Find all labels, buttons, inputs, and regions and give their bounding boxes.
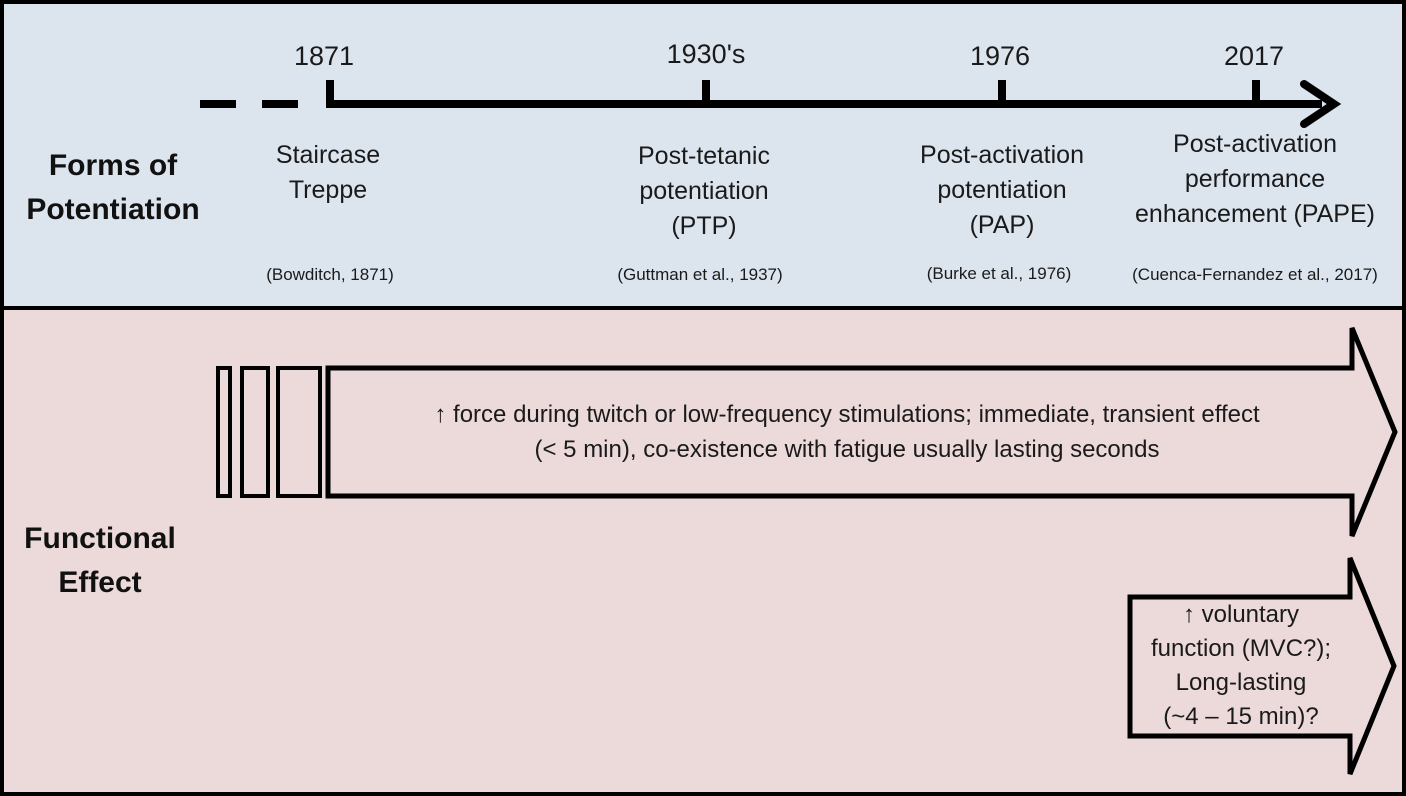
voluntary-effect-text: ↑ voluntary function (MVC?); Long-lastin… <box>1134 598 1348 734</box>
effect-line: Long-lasting <box>1175 669 1307 696</box>
citation: (Burke et al., 1976) <box>926 264 1072 283</box>
milestone-name-line: Treppe <box>288 176 368 204</box>
milestone-name: Staircase Treppe <box>228 138 428 208</box>
milestone-name-line: (PAP) <box>969 211 1035 239</box>
row-label-line: Effect <box>58 566 142 599</box>
year-label: 1976 <box>969 41 1031 71</box>
milestone-name-line: potentiation <box>639 177 769 205</box>
milestone-name: Post-activation potentiation (PAP) <box>880 138 1124 243</box>
milestone-name-line: Post-activation <box>920 141 1084 169</box>
milestone-name-line: enhancement (PAPE) <box>1135 200 1375 228</box>
year-label: 1871 <box>293 41 355 71</box>
timeline-arrowhead <box>1300 80 1342 128</box>
voluntary-effect-arrow <box>1127 557 1397 775</box>
effect-line: ↑ voluntary <box>1182 601 1300 628</box>
lead-in-bar <box>276 366 322 498</box>
milestone-name-line: (PTP) <box>671 212 737 240</box>
effect-line: (~4 – 15 min)? <box>1163 703 1319 730</box>
citation: (Cuenca-Fernandez et al., 2017) <box>1132 265 1378 284</box>
milestone-name-line: Post-tetanic <box>637 142 770 170</box>
forms-of-potentiation-label: Forms of Potentiation <box>0 144 226 232</box>
row-label-line: Potentiation <box>26 193 200 226</box>
effect-line: ↑ force during twitch or low-frequency s… <box>434 401 1260 428</box>
citation: (Guttman et al., 1937) <box>617 265 783 284</box>
year-label: 2017 <box>1223 41 1285 71</box>
functional-effect-label: Functional Effect <box>0 517 200 605</box>
lead-in-bar <box>216 366 232 498</box>
milestone-name-line: potentiation <box>937 176 1067 204</box>
row-label-line: Forms of <box>48 149 178 182</box>
milestone-name: Post-activation performance enhancement … <box>1112 127 1398 232</box>
row-label-line: Functional <box>24 522 176 555</box>
effect-line: (< 5 min), co-existence with fatigue usu… <box>534 436 1160 463</box>
lead-in-bar <box>240 366 270 498</box>
functional-effect-panel <box>0 306 1406 796</box>
forms-of-potentiation-panel <box>0 0 1406 310</box>
transient-effect-text: ↑ force during twitch or low-frequency s… <box>332 397 1362 467</box>
milestone-name-line: performance <box>1184 165 1326 193</box>
citation: (Bowditch, 1871) <box>266 265 394 284</box>
milestone-name-line: Post-activation <box>1173 130 1337 158</box>
milestone-name: Post-tetanic potentiation (PTP) <box>580 139 828 244</box>
year-label: 1930's <box>666 39 746 69</box>
effect-line: function (MVC?); <box>1150 635 1332 662</box>
milestone-name-line: Staircase <box>275 141 381 169</box>
transient-effect-arrow <box>325 327 1398 537</box>
